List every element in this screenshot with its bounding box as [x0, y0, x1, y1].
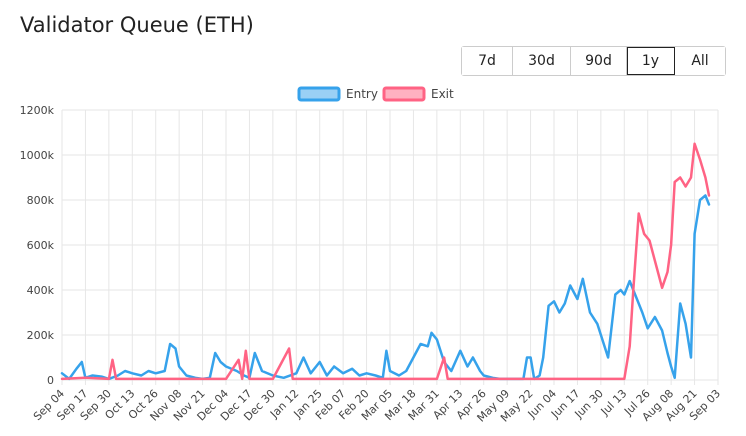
y-tick-label: 1000k	[20, 149, 55, 162]
legend-swatch-entry	[297, 86, 341, 102]
time-range-selector: 7d 30d 90d 1y All	[461, 46, 726, 76]
series-lines	[60, 142, 711, 381]
chart-grid	[61, 109, 719, 385]
range-7d-button[interactable]: 7d	[462, 47, 513, 75]
y-tick-label: 200k	[27, 329, 55, 342]
x-tick-label: Jul 13	[598, 387, 630, 419]
y-axis: 0 200k 400k 600k 800k 1000k 1200k	[20, 104, 55, 387]
y-tick-label: 400k	[27, 284, 55, 297]
range-30d-button[interactable]: 30d	[513, 47, 571, 75]
legend-label-exit: Exit	[431, 87, 454, 101]
page-title: Validator Queue (ETH)	[20, 13, 254, 37]
series-line-exit	[60, 142, 711, 381]
y-tick-label: 1200k	[20, 104, 55, 117]
y-tick-label: 800k	[27, 194, 55, 207]
legend-swatch-exit	[382, 86, 426, 102]
series-line-entry	[60, 194, 711, 381]
y-tick-label: 600k	[27, 239, 55, 252]
chart-legend[interactable]: Entry Exit	[297, 86, 454, 102]
legend-label-entry: Entry	[346, 87, 378, 101]
range-90d-button[interactable]: 90d	[571, 47, 627, 75]
y-tick-label: 0	[47, 374, 54, 387]
range-1y-button[interactable]: 1y	[627, 47, 675, 75]
range-all-button[interactable]: All	[675, 47, 725, 75]
